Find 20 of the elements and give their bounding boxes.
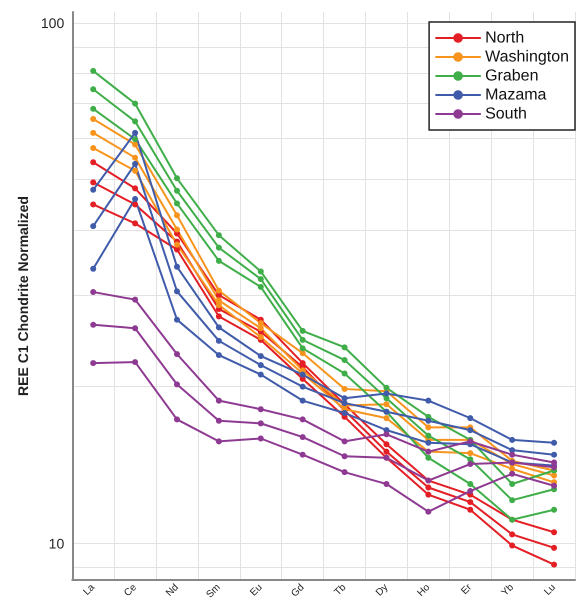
legend-label: North xyxy=(485,30,524,46)
x-tick-label: Eu xyxy=(248,582,265,599)
x-tick-label: Dy xyxy=(374,582,390,599)
x-tick-label: Tb xyxy=(332,582,349,598)
y-tick-label: 10 xyxy=(48,535,64,552)
legend-label: Graben xyxy=(485,68,538,84)
x-tick-label: Ho xyxy=(415,582,433,599)
x-tick-label: Er xyxy=(459,582,475,597)
y-tick-label: 100 xyxy=(40,15,64,32)
legend-label: South xyxy=(485,106,527,122)
x-tick-label: Sm xyxy=(204,582,223,600)
y-axis-title: REE C1 Chondrite Normalized xyxy=(15,196,31,396)
legend-label: Washington xyxy=(485,48,570,66)
x-tick-label: Ce xyxy=(122,582,140,599)
x-tick-label: La xyxy=(81,582,98,598)
legend-label: Mazama xyxy=(485,86,547,104)
x-tick-label: Nd xyxy=(164,582,181,599)
x-tick-label: Yb xyxy=(500,582,516,599)
x-tick-label: Gd xyxy=(289,582,307,600)
x-tick-label: Lu xyxy=(542,582,558,598)
